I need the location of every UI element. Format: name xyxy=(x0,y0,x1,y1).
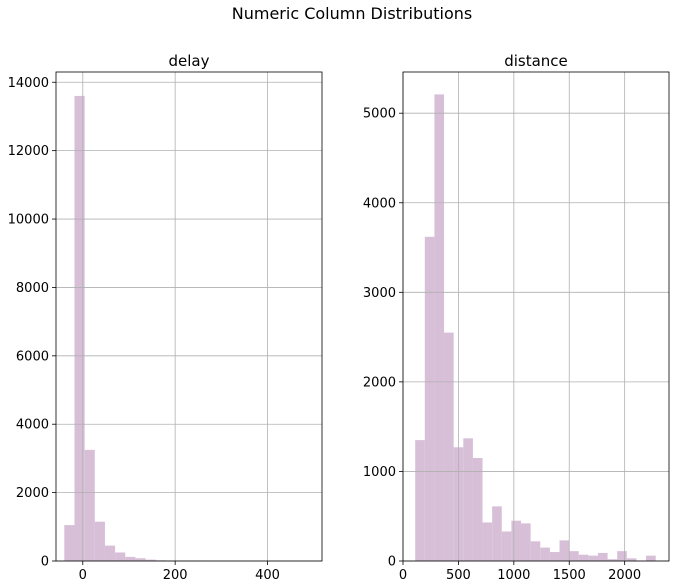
histogram-bar-distance xyxy=(434,94,445,561)
x-tick-label-distance: 2000 xyxy=(608,568,641,583)
y-tick-label-distance: 1000 xyxy=(363,465,396,480)
y-tick-label-distance: 0 xyxy=(388,555,396,570)
x-tick-label-distance: 1000 xyxy=(497,568,530,583)
histogram-bar-distance xyxy=(588,555,598,561)
x-tick-label-distance: 500 xyxy=(446,568,471,583)
histogram-bar-distance xyxy=(549,552,560,561)
y-tick-label-delay: 2000 xyxy=(16,486,49,501)
x-tick-label-delay: 200 xyxy=(163,568,188,583)
histogram-bar-distance xyxy=(559,540,570,561)
histogram-bar-distance xyxy=(444,332,454,561)
x-tick-label-distance: 0 xyxy=(399,568,407,583)
histogram-bar-distance xyxy=(424,236,435,561)
histogram-bar-distance xyxy=(540,547,550,561)
histogram-bar-distance xyxy=(415,440,425,561)
histogram-bar-delay xyxy=(135,558,146,561)
y-tick-label-delay: 10000 xyxy=(8,213,49,228)
histogram-bar-distance xyxy=(492,506,502,561)
histogram-bar-distance xyxy=(463,438,473,561)
histogram-bar-distance xyxy=(646,555,656,561)
chart-panel-delay: delay 0 200 400020004000600080001000012000… xyxy=(8,52,323,583)
histogram-bar-delay xyxy=(84,449,95,561)
x-tick-label-delay: 400 xyxy=(255,568,280,583)
y-tick-label-delay: 12000 xyxy=(8,144,49,159)
y-tick-label-distance: 5000 xyxy=(363,107,396,122)
histogram-bar-distance xyxy=(569,551,579,561)
bars-delay xyxy=(64,95,319,561)
histogram-bar-delay xyxy=(115,552,126,561)
histogram-bar-delay xyxy=(74,95,85,561)
histogram-bar-distance xyxy=(626,558,637,561)
figure-title: Numeric Column Distributions xyxy=(232,4,472,23)
histogram-bar-distance xyxy=(511,520,522,561)
y-tick-label-delay: 4000 xyxy=(16,418,49,433)
axes-frame-delay xyxy=(55,71,323,562)
histogram-bar-delay xyxy=(125,556,136,561)
y-tick-label-distance: 2000 xyxy=(363,375,396,390)
histogram-bar-distance xyxy=(482,522,493,561)
histogram-bar-distance xyxy=(472,458,483,561)
histogram-bar-distance xyxy=(597,552,608,561)
y-tick-label-delay: 0 xyxy=(41,555,49,570)
x-tick-label-delay: 0 xyxy=(79,568,87,583)
chart-title-delay: delay xyxy=(169,52,210,70)
y-tick-label-delay: 14000 xyxy=(8,76,49,91)
y-tick-label-delay: 6000 xyxy=(16,349,49,364)
histogram-bar-distance xyxy=(617,551,627,561)
y-tick-label-distance: 4000 xyxy=(363,196,396,211)
x-tick-label-distance: 1500 xyxy=(553,568,586,583)
histogram-bar-delay xyxy=(94,521,105,561)
histogram-bar-distance xyxy=(530,541,541,561)
histogram-bar-distance xyxy=(578,554,589,561)
chart-title-distance: distance xyxy=(504,52,568,70)
grid-delay xyxy=(56,72,322,562)
histogram-bar-distance xyxy=(607,559,618,561)
chart-panel-distance: distance 0 500 1000 1500 2000 0 1000 2000 3000 40… xyxy=(363,52,670,583)
axes-frame-distance xyxy=(402,71,670,562)
histogram-bar-distance xyxy=(521,523,531,561)
bars-distance xyxy=(415,94,656,561)
histogram-bar-distance xyxy=(501,531,512,561)
y-tick-label-distance: 3000 xyxy=(363,286,396,301)
histogram-bar-delay xyxy=(64,525,75,561)
histogram-bar-delay xyxy=(145,559,156,561)
histogram-bar-delay xyxy=(104,545,116,561)
y-tick-label-delay: 8000 xyxy=(16,281,49,296)
